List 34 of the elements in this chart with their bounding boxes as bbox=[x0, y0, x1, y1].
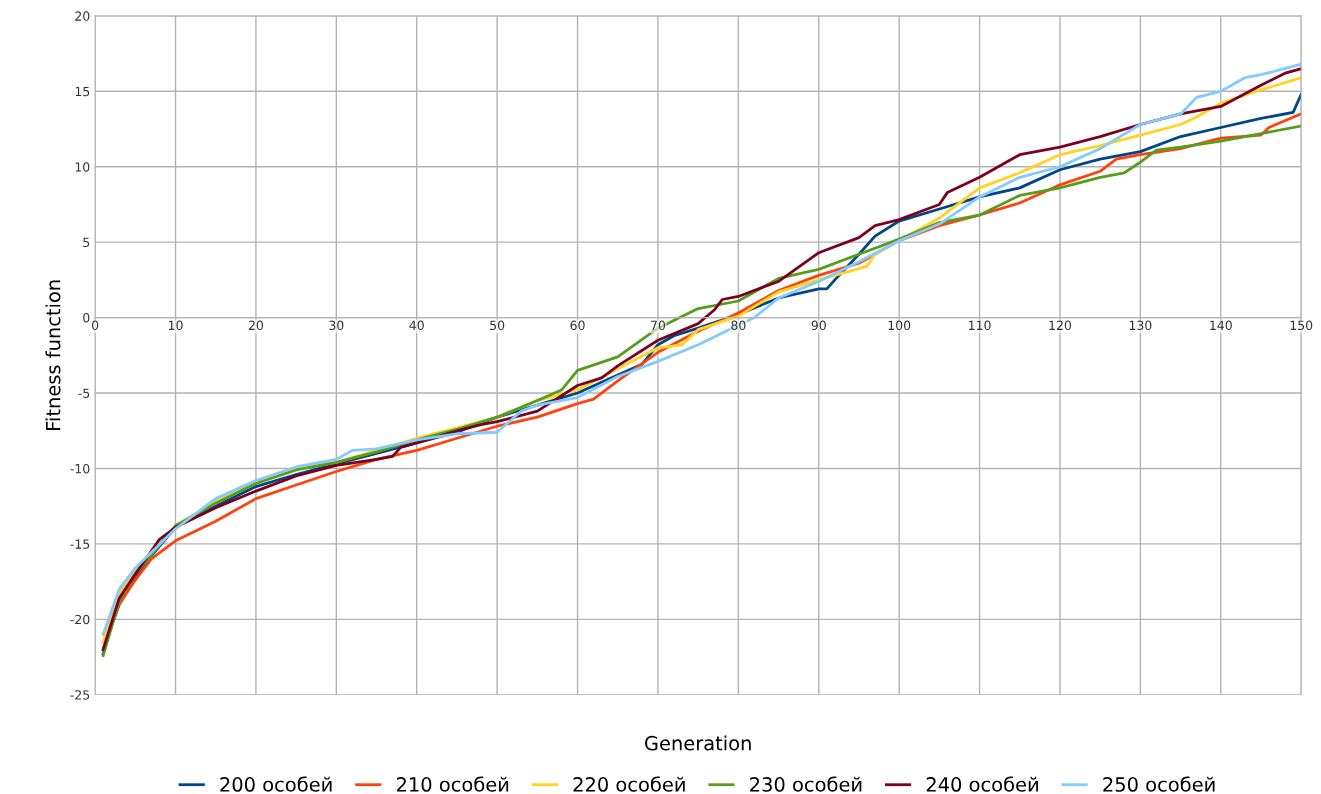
x-tick-label: 0 bbox=[91, 320, 99, 331]
x-tick-label: 100 bbox=[888, 320, 911, 331]
x-tick-label: 80 bbox=[731, 320, 746, 331]
y-tick-label: -15 bbox=[70, 539, 90, 549]
legend-label: 210 особей bbox=[396, 776, 509, 792]
x-axis-title: Generation bbox=[645, 735, 751, 751]
legend-label: 250 особей bbox=[1103, 776, 1215, 792]
y-tick-label: -5 bbox=[78, 388, 90, 398]
x-tick-label: 90 bbox=[811, 320, 826, 331]
y-tick-label: -25 bbox=[70, 690, 90, 700]
legend-label: 220 особей bbox=[573, 776, 685, 792]
y-tick-label: 20 bbox=[75, 11, 90, 21]
x-tick-label: 40 bbox=[409, 320, 424, 331]
x-tick-label: 30 bbox=[329, 320, 344, 331]
y-axis-title: Fitness function bbox=[45, 280, 61, 430]
legend-label: 200 особей bbox=[220, 776, 332, 792]
y-tick-label: -10 bbox=[70, 463, 90, 474]
x-tick-label: 150 bbox=[1290, 320, 1313, 331]
y-tick-label: 10 bbox=[75, 162, 90, 172]
y-tick-label: 15 bbox=[75, 86, 90, 97]
legend-label: 230 особей bbox=[750, 776, 862, 792]
legend-label: 240 особей bbox=[926, 776, 1038, 792]
x-tick-label: 50 bbox=[490, 320, 505, 331]
y-tick-label: -20 bbox=[70, 614, 90, 625]
x-tick-label: 60 bbox=[570, 320, 585, 331]
x-tick-label: 110 bbox=[969, 320, 991, 331]
x-tick-label: 10 bbox=[168, 320, 183, 331]
x-tick-label: 140 bbox=[1210, 320, 1232, 331]
y-tick-label: 5 bbox=[83, 237, 90, 248]
x-tick-label: 130 bbox=[1129, 320, 1152, 331]
x-tick-label: 20 bbox=[248, 320, 264, 331]
x-tick-label: 120 bbox=[1049, 320, 1072, 331]
y-tick-label: 0 bbox=[83, 313, 90, 323]
x-tick-label: 70 bbox=[651, 320, 666, 331]
